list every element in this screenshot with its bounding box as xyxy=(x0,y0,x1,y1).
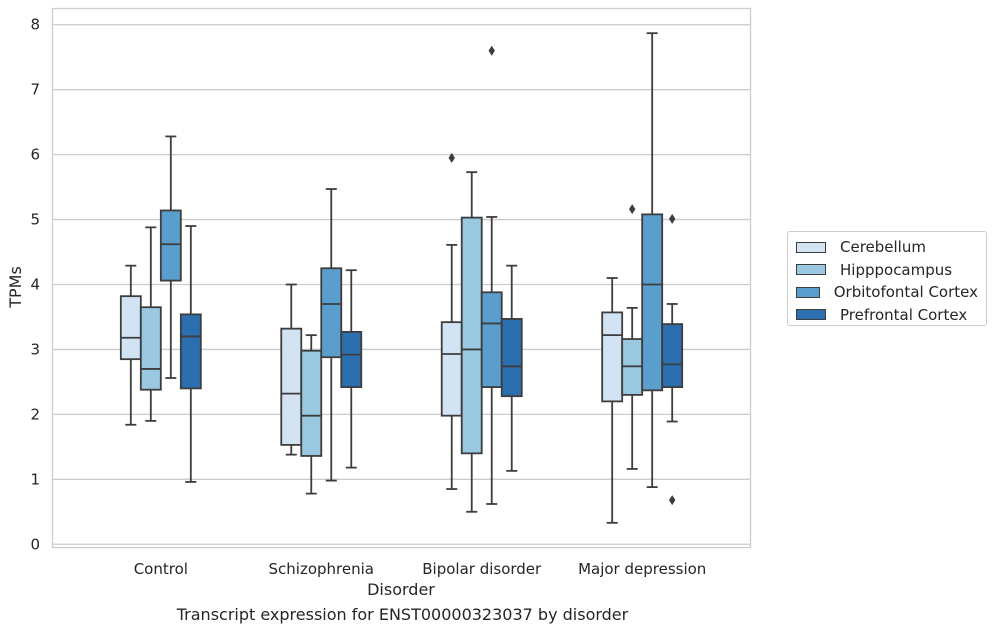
legend-label-prefrontal-cortex: Prefrontal Cortex xyxy=(840,305,968,324)
box-body xyxy=(641,213,664,392)
legend-swatch-prefrontal-cortex xyxy=(796,309,826,321)
x-axis-ticks: Control Schizophrenia Bipolar disorder Majo… xyxy=(134,560,707,578)
box-1-3 xyxy=(621,204,644,470)
legend-swatch-hippocampus xyxy=(796,264,826,276)
box-2-2 xyxy=(480,45,503,505)
x-tick-label: Control xyxy=(134,560,188,578)
box-body xyxy=(280,327,303,446)
box-body xyxy=(440,321,463,417)
box-1-0 xyxy=(139,226,162,422)
box-3-2 xyxy=(500,264,523,472)
box-body xyxy=(159,209,182,282)
box-2-1 xyxy=(320,188,343,482)
y-tick-label: 6 xyxy=(30,146,40,164)
box-body xyxy=(480,291,503,388)
box-1-1 xyxy=(300,334,323,495)
box-body xyxy=(320,267,343,359)
box-2-0 xyxy=(159,135,182,379)
y-tick-label: 7 xyxy=(30,81,40,99)
box-body xyxy=(661,323,684,388)
box-body xyxy=(460,216,483,455)
y-tick-label: 0 xyxy=(30,535,40,553)
legend-label-hippocampus: Hipppocampus xyxy=(840,260,953,279)
y-tick-label: 8 xyxy=(30,16,40,34)
box-0-3 xyxy=(601,277,624,524)
box-0-2 xyxy=(440,152,463,490)
box-3-3 xyxy=(661,213,684,506)
y-axis-ticks: 0 1 2 3 4 5 6 7 8 xyxy=(30,16,40,554)
box-3-0 xyxy=(179,225,202,483)
outlier-point xyxy=(628,204,636,215)
box-body xyxy=(340,330,363,388)
outlier-point xyxy=(668,495,676,506)
outlier-point xyxy=(488,45,495,56)
chart-caption: Transcript expression for ENST0000032303… xyxy=(176,605,629,624)
legend-swatch-cerebellum xyxy=(796,241,826,253)
legend-item-cerebellum: Cerebellum xyxy=(796,236,978,259)
y-tick-label: 1 xyxy=(30,470,40,488)
plot-frame xyxy=(51,7,752,549)
legend-label-orbitofrontal-cortex: Orbitofontal Cortex xyxy=(833,283,978,302)
outlier-point xyxy=(448,152,455,163)
legend-item-prefrontal-cortex: Prefrontal Cortex xyxy=(796,304,978,327)
box-0-0 xyxy=(119,264,142,426)
legend-swatch-orbitofrontal-cortex xyxy=(796,286,820,298)
box-3-1 xyxy=(340,269,363,469)
box-plot-marks xyxy=(119,32,684,524)
box-2-3 xyxy=(641,32,664,489)
box-body xyxy=(179,313,202,390)
x-axis-label: Disorder xyxy=(367,580,435,599)
legend-item-orbitofrontal-cortex: Orbitofontal Cortex xyxy=(796,281,978,304)
outlier-point xyxy=(668,213,676,224)
box-body xyxy=(119,295,142,361)
y-axis-label: TPMs xyxy=(6,266,25,309)
box-body xyxy=(601,311,624,403)
legend-label-cerebellum: Cerebellum xyxy=(840,238,926,257)
box-1-2 xyxy=(460,171,483,513)
x-tick-label: Schizophrenia xyxy=(269,560,374,578)
box-body xyxy=(300,349,323,457)
box-0-1 xyxy=(280,283,303,456)
x-tick-label: Bipolar disorder xyxy=(422,560,542,578)
legend: Cerebellum Hipppocampus Orbitofontal Cor… xyxy=(787,231,987,326)
y-tick-label: 5 xyxy=(30,211,40,229)
y-tick-label: 3 xyxy=(30,340,40,358)
legend-item-hippocampus: Hipppocampus xyxy=(796,259,978,282)
box-body xyxy=(139,306,162,391)
box-body xyxy=(500,318,523,398)
x-tick-label: Major depression xyxy=(578,560,706,578)
y-tick-label: 4 xyxy=(30,275,40,293)
y-tick-label: 2 xyxy=(30,405,40,423)
